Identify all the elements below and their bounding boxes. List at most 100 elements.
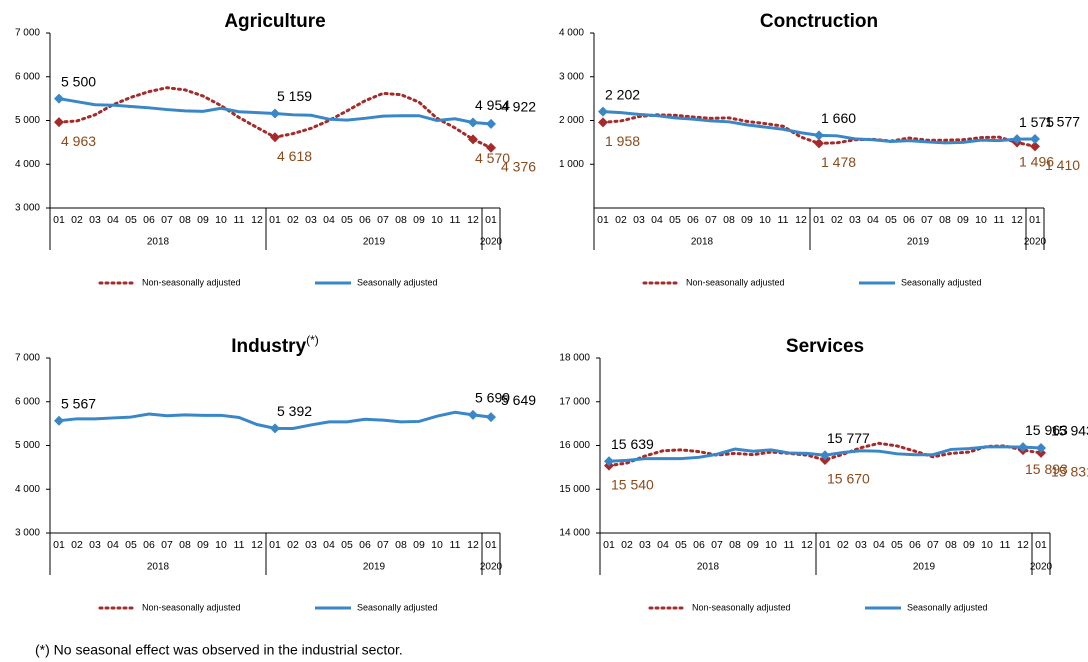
- x-tick-label: 07: [921, 214, 933, 226]
- x-tick-label: 02: [831, 214, 843, 226]
- x-tick-label: 07: [161, 539, 173, 551]
- x-tick-label: 08: [939, 214, 951, 226]
- x-tick-label: 08: [179, 539, 191, 551]
- y-tick-label: 5 000: [15, 115, 40, 126]
- x-tick-label: 01: [819, 539, 831, 551]
- x-tick-label: 10: [431, 214, 443, 226]
- x-tick-label: 02: [71, 214, 83, 226]
- x-tick-label: 03: [633, 214, 645, 226]
- x-tick-label: 09: [957, 214, 969, 226]
- x-tick-label: 01: [1029, 214, 1041, 226]
- x-tick-label: 05: [341, 214, 353, 226]
- x-tick-label: 11: [234, 539, 245, 551]
- y-tick-label: 5 000: [15, 440, 40, 451]
- point-marker: [1036, 442, 1046, 453]
- y-tick-label: 4 000: [559, 28, 584, 39]
- data-label: 4 922: [501, 99, 536, 115]
- x-tick-label: 02: [615, 214, 627, 226]
- y-tick-label: 4 000: [15, 484, 40, 495]
- x-tick-label: 04: [873, 539, 885, 551]
- data-label: 4 570: [475, 150, 510, 166]
- x-tick-label: 10: [765, 539, 777, 551]
- x-group-label: 2020: [1024, 237, 1047, 248]
- x-tick-label: 11: [450, 539, 461, 551]
- legend-label: Non-seasonally adjusted: [142, 602, 241, 612]
- x-tick-label: 09: [741, 214, 753, 226]
- data-label: 5 649: [501, 392, 536, 408]
- y-tick-label: 3 000: [559, 71, 584, 82]
- x-tick-label: 10: [431, 539, 443, 551]
- legend-label: Seasonally adjusted: [907, 602, 988, 612]
- x-tick-label: 12: [251, 214, 263, 226]
- x-tick-label: 07: [377, 214, 389, 226]
- x-tick-label: 01: [269, 539, 281, 551]
- y-tick-label: 2 000: [559, 115, 584, 126]
- x-tick-label: 09: [963, 539, 975, 551]
- x-tick-label: 11: [1000, 539, 1011, 551]
- point-marker: [468, 117, 478, 128]
- x-tick-label: 01: [813, 214, 825, 226]
- title-note: (*): [306, 333, 319, 347]
- x-tick-label: 10: [215, 539, 227, 551]
- x-tick-label: 05: [885, 214, 897, 226]
- legend-label: Non-seasonally adjusted: [142, 277, 241, 287]
- y-tick-label: 18 000: [559, 353, 590, 364]
- y-tick-label: 17 000: [559, 396, 590, 407]
- data-label: 4 376: [501, 159, 536, 175]
- x-group-label: 2018: [147, 237, 170, 248]
- y-tick-label: 3 000: [15, 528, 40, 539]
- data-label: 5 500: [61, 73, 96, 89]
- x-tick-label: 12: [251, 539, 263, 551]
- point-marker: [270, 132, 280, 143]
- footnote: (*) No seasonal effect was observed in t…: [35, 642, 403, 658]
- point-marker: [54, 415, 64, 426]
- x-tick-label: 06: [693, 539, 705, 551]
- chart-title-text: Agriculture: [224, 11, 325, 32]
- x-tick-label: 04: [657, 539, 669, 551]
- data-label: 15 831: [1051, 464, 1088, 480]
- data-label: 15 943: [1051, 423, 1088, 439]
- x-tick-label: 04: [651, 214, 663, 226]
- x-tick-label: 09: [197, 214, 209, 226]
- point-marker: [468, 134, 478, 145]
- x-tick-label: 11: [994, 214, 1005, 226]
- data-label: 15 777: [827, 430, 870, 446]
- point-marker: [486, 118, 496, 129]
- x-tick-label: 04: [323, 214, 335, 226]
- legend-label: Non-seasonally adjusted: [686, 277, 785, 287]
- x-group-label: 2019: [363, 562, 386, 573]
- x-tick-label: 01: [269, 214, 281, 226]
- data-label: 15 639: [611, 436, 654, 452]
- chart-title: Industry(*): [231, 333, 319, 357]
- data-label: 5 159: [277, 88, 312, 104]
- x-tick-label: 01: [603, 539, 615, 551]
- x-tick-label: 03: [305, 539, 317, 551]
- x-tick-label: 02: [71, 539, 83, 551]
- x-tick-label: 06: [687, 214, 699, 226]
- x-group-label: 2019: [907, 237, 930, 248]
- x-tick-label: 04: [107, 214, 119, 226]
- data-label: 15 893: [1025, 461, 1068, 477]
- data-label: 1 958: [605, 133, 640, 149]
- chart-title-text: Conctruction: [760, 11, 878, 32]
- y-tick-label: 7 000: [15, 28, 40, 39]
- x-tick-label: 06: [359, 214, 371, 226]
- y-tick-label: 16 000: [559, 440, 590, 451]
- legend-label: Seasonally adjusted: [901, 277, 982, 287]
- x-tick-label: 12: [467, 214, 479, 226]
- legend-label: Non-seasonally adjusted: [692, 602, 791, 612]
- x-group-label: 2018: [697, 562, 720, 573]
- x-tick-label: 04: [867, 214, 879, 226]
- data-label: 4 618: [277, 148, 312, 164]
- x-tick-label: 05: [125, 539, 137, 551]
- series-line: [607, 441, 1043, 468]
- x-tick-label: 08: [179, 214, 191, 226]
- point-marker: [598, 106, 608, 117]
- x-tick-label: 10: [981, 539, 993, 551]
- x-tick-label: 03: [89, 214, 101, 226]
- y-tick-label: 6 000: [15, 71, 40, 82]
- data-label: 1 410: [1045, 157, 1080, 173]
- legend-label: Seasonally adjusted: [357, 602, 438, 612]
- x-tick-label: 11: [778, 214, 789, 226]
- chart-title-text: Industry: [231, 336, 306, 357]
